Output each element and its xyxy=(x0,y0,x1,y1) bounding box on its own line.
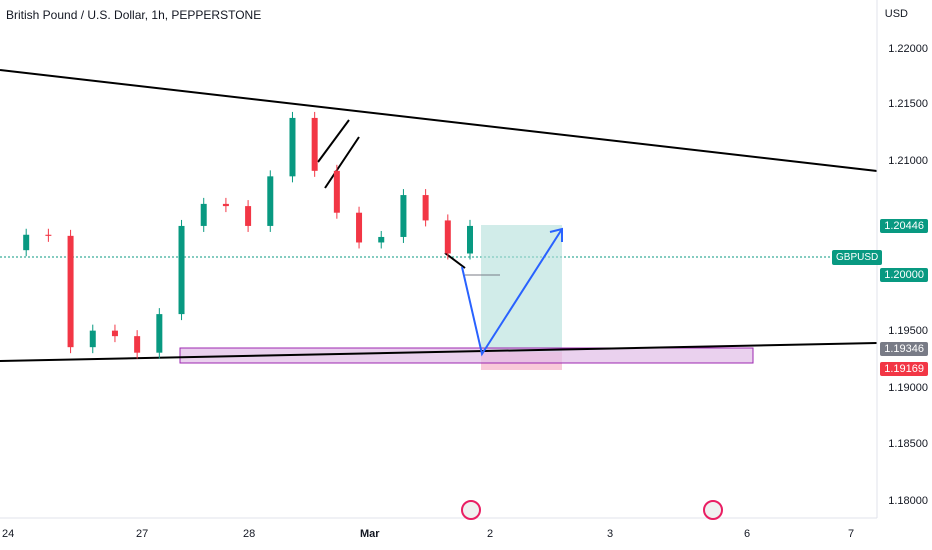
candle-body xyxy=(356,212,363,243)
x-tick: Mar xyxy=(360,528,380,540)
candle-body xyxy=(89,330,96,348)
candle-body xyxy=(444,220,451,254)
candle-body xyxy=(245,206,252,226)
flag-line-2[interactable] xyxy=(324,136,360,189)
x-tick: 7 xyxy=(848,528,855,540)
candle-body xyxy=(111,330,118,337)
y-tick: 1.19500 xyxy=(888,325,928,337)
x-tick: 28 xyxy=(243,528,256,540)
candle-body xyxy=(67,235,74,348)
candle-body xyxy=(333,170,340,213)
candle-body xyxy=(156,314,163,353)
flag-line-3[interactable] xyxy=(444,252,466,269)
support-zone[interactable] xyxy=(179,347,754,364)
chart-title: British Pound / U.S. Dollar, 1h, PEPPERS… xyxy=(6,8,262,22)
candle-body xyxy=(289,117,296,177)
candle-body xyxy=(222,203,229,207)
candlestick-series xyxy=(23,111,473,359)
candle-body xyxy=(200,203,207,226)
candle-body xyxy=(134,336,141,353)
current-price-tag: 1.20446 xyxy=(880,219,928,233)
candle-body xyxy=(422,195,429,221)
candle-body xyxy=(378,236,385,243)
projection-arrow[interactable] xyxy=(461,228,563,357)
candle-body xyxy=(178,225,185,315)
lower-trendline[interactable] xyxy=(0,342,878,362)
y-tick: 1.21000 xyxy=(888,155,928,167)
us-flag-icon[interactable] xyxy=(703,500,723,520)
x-tick: 27 xyxy=(136,528,149,540)
support-price-tag: 1.19346 xyxy=(880,342,928,356)
y-tick: 1.19000 xyxy=(888,382,928,394)
candle-body xyxy=(311,117,318,171)
upper-trendline[interactable] xyxy=(0,69,878,172)
arrow-head xyxy=(549,227,563,242)
symbol-tag: GBPUSD xyxy=(832,250,883,265)
x-tick: 6 xyxy=(744,528,751,540)
stop-price-tag: 1.19169 xyxy=(880,362,928,376)
y-tick: 1.18000 xyxy=(888,495,928,507)
candle-body xyxy=(45,234,52,236)
flag-line-1[interactable] xyxy=(317,119,350,163)
us-flag-icon[interactable] xyxy=(461,500,481,520)
x-tick: 24 xyxy=(2,528,15,540)
y-tick: 1.18500 xyxy=(888,438,928,450)
candle-body xyxy=(467,225,473,254)
candle-body xyxy=(267,176,274,226)
candle-body xyxy=(400,195,407,237)
x-tick: 3 xyxy=(607,528,614,540)
target-zone[interactable] xyxy=(481,225,562,352)
round-price-tag: 1.20000 xyxy=(880,268,928,282)
y-tick: 1.21500 xyxy=(888,98,928,110)
candle-body xyxy=(23,234,30,251)
x-tick: 2 xyxy=(487,528,494,540)
y-tick: 1.22000 xyxy=(888,43,928,55)
currency-label: USD xyxy=(884,8,908,20)
